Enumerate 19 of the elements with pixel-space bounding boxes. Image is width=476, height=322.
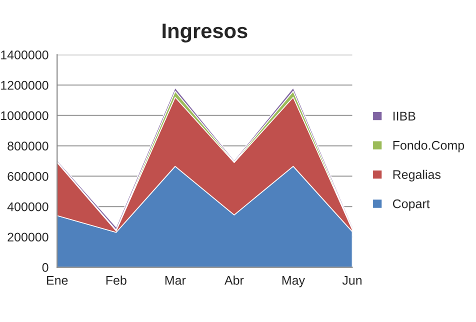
x-tick-label: Feb [106, 276, 126, 285]
chart-title: Ingresos [162, 24, 248, 42]
y-tick-label: 1400000 [1, 50, 48, 60]
x-tick-label: Mar [165, 276, 186, 285]
y-tick-label: 1200000 [1, 80, 48, 90]
x-tick-label: May [282, 276, 305, 288]
x-tick-label: Abr [224, 276, 244, 285]
x-tick-label: Jun [342, 276, 362, 285]
legend-label: Fondo.Comp [393, 140, 464, 152]
legend-label: Copart [392, 199, 430, 211]
y-tick-label: 800000 [8, 142, 48, 150]
y-tick-label: 400000 [7, 202, 48, 212]
y-tick-label: 600000 [8, 172, 48, 181]
x-tick-label: Ene [47, 276, 68, 285]
y-tick-label: 200000 [8, 232, 48, 242]
legend-label: IIBB [394, 112, 416, 120]
legend-label: Regalias [393, 170, 441, 182]
y-tick-label: 1000000 [1, 111, 48, 120]
y-tick-label: 0 [42, 263, 48, 272]
